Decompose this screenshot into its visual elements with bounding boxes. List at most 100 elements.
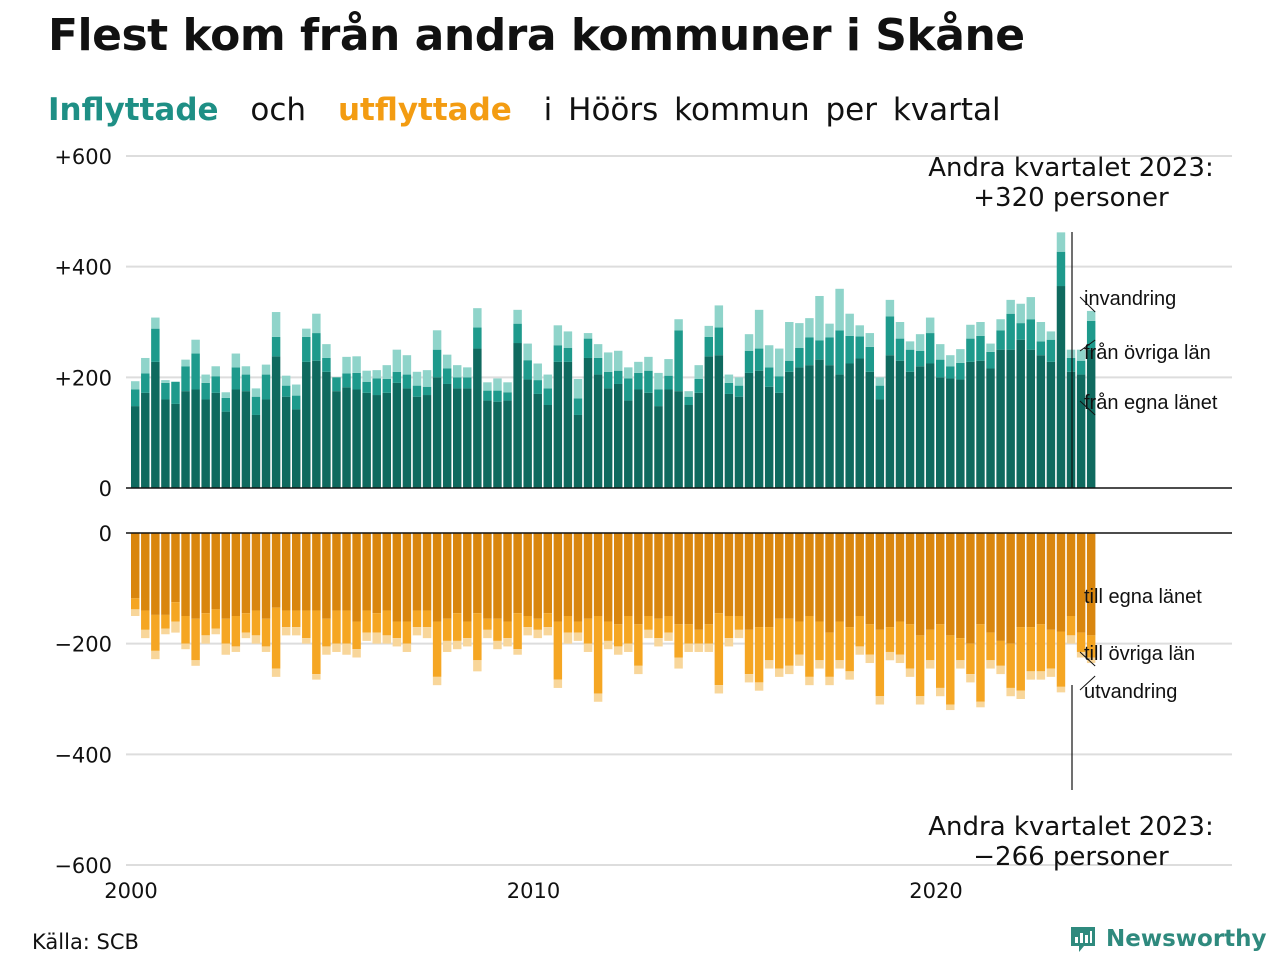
bar-out-1 — [936, 624, 945, 688]
bar-in-0 — [553, 361, 563, 488]
bar-in-2 — [644, 356, 653, 371]
bar-in-0 — [281, 396, 291, 488]
bar-in-0 — [231, 389, 241, 488]
bar-in-0 — [835, 374, 844, 488]
bar-out-2 — [322, 646, 331, 655]
bar-out-2 — [976, 701, 985, 708]
bar-out-2 — [885, 651, 895, 661]
bar-out-0 — [704, 533, 714, 625]
bar-in-1 — [1086, 320, 1096, 350]
bar-out-1 — [664, 616, 673, 633]
bar-out-0 — [1066, 533, 1076, 616]
bar-in-0 — [543, 405, 553, 488]
bar-in-1 — [141, 373, 150, 393]
bar-out-2 — [231, 646, 241, 652]
bar-out-0 — [322, 533, 331, 619]
bar-in-0 — [925, 363, 935, 488]
bar-in-0 — [1036, 355, 1046, 488]
bar-in-1 — [251, 396, 261, 415]
bar-out-1 — [785, 618, 794, 666]
bar-out-2 — [624, 643, 633, 652]
bar-out-1 — [372, 613, 381, 633]
bar-out-1 — [292, 610, 301, 628]
bar-out-1 — [724, 616, 734, 639]
bar-in-1 — [1046, 339, 1056, 362]
bar-out-0 — [412, 533, 422, 611]
bar-in-0 — [714, 355, 724, 488]
bar-out-2 — [764, 660, 774, 669]
bar-out-2 — [342, 643, 351, 655]
bar-out-0 — [483, 533, 492, 619]
bar-in-0 — [734, 396, 744, 488]
bar-in-2 — [775, 348, 784, 377]
bar-in-2 — [734, 377, 744, 386]
bar-out-1 — [563, 616, 573, 633]
series-label-bottom-1: till övriga län — [1084, 643, 1195, 665]
bar-in-1 — [634, 372, 643, 390]
bar-in-2 — [724, 374, 734, 383]
bar-out-2 — [513, 649, 522, 655]
bar-out-0 — [583, 533, 593, 619]
bar-in-2 — [1006, 299, 1015, 314]
bar-out-1 — [442, 618, 452, 641]
bars-layer — [131, 232, 1096, 711]
bar-out-0 — [946, 533, 955, 636]
bar-in-0 — [533, 393, 542, 488]
subtitle-utflyttade: utflyttade — [337, 92, 512, 128]
bar-in-1 — [1076, 360, 1086, 375]
bar-out-0 — [996, 533, 1005, 641]
bar-in-0 — [956, 379, 965, 488]
bar-out-2 — [251, 635, 261, 644]
bar-out-2 — [966, 674, 975, 683]
bar-out-0 — [694, 533, 703, 630]
bar-in-2 — [1026, 297, 1036, 320]
bar-in-2 — [936, 344, 945, 360]
bar-in-0 — [332, 391, 341, 488]
bar-in-1 — [764, 367, 774, 387]
bar-out-0 — [442, 533, 452, 619]
bar-in-2 — [986, 343, 995, 352]
bar-in-0 — [292, 409, 301, 488]
bar-out-1 — [271, 607, 281, 669]
bar-in-1 — [442, 368, 452, 384]
bar-out-0 — [241, 533, 251, 614]
bar-out-1 — [915, 635, 925, 697]
annotation-top-line2: +320 personer — [973, 183, 1169, 213]
bar-out-2 — [352, 649, 361, 658]
bar-in-0 — [221, 411, 231, 488]
bar-out-0 — [281, 533, 291, 611]
bar-in-2 — [543, 374, 553, 389]
bar-in-0 — [483, 400, 492, 488]
bar-out-1 — [513, 613, 522, 650]
bar-in-1 — [342, 373, 351, 388]
source-note: Källa: SCB — [32, 930, 139, 954]
bar-out-1 — [694, 629, 703, 644]
bar-out-0 — [895, 533, 905, 622]
bar-out-2 — [835, 660, 844, 669]
bar-in-2 — [463, 367, 472, 378]
bar-out-2 — [1026, 671, 1036, 680]
subtitle-rest: i Höörs kommun per kvartal — [543, 92, 1001, 128]
bar-in-1 — [644, 370, 653, 393]
bar-in-0 — [674, 391, 683, 488]
bar-out-2 — [292, 627, 301, 636]
bar-in-2 — [885, 299, 895, 317]
bar-in-2 — [744, 334, 754, 351]
bar-in-0 — [312, 360, 321, 488]
bar-in-2 — [312, 313, 321, 334]
bar-in-1 — [1056, 251, 1066, 287]
series-label-top-2: från egna länet — [1084, 392, 1218, 414]
bar-out-2 — [936, 687, 945, 697]
grid-layer — [126, 155, 1232, 866]
bar-out-2 — [131, 609, 140, 616]
bar-out-2 — [714, 685, 724, 694]
bar-in-1 — [986, 351, 995, 369]
top-y-tick-label: +400 — [54, 256, 112, 280]
bar-in-2 — [1066, 349, 1076, 358]
bar-out-1 — [171, 602, 180, 622]
bar-in-0 — [211, 392, 220, 488]
bar-out-0 — [1016, 533, 1025, 628]
bar-out-0 — [956, 533, 965, 639]
bar-in-2 — [1056, 232, 1066, 252]
bar-out-0 — [312, 533, 321, 611]
